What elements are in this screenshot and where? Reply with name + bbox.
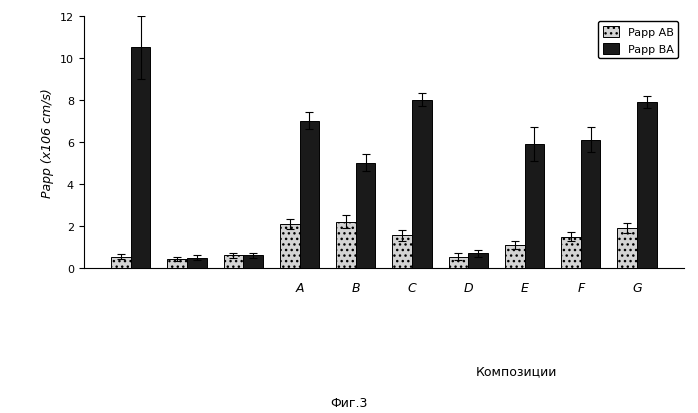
Text: Фиг.3: Фиг.3 [330, 396, 368, 409]
Bar [524, 145, 544, 268]
Bar [131, 48, 151, 268]
Bar [637, 102, 657, 268]
Bar [111, 257, 131, 268]
Bar [505, 245, 524, 268]
Bar [561, 237, 581, 268]
Bar [168, 259, 187, 268]
Bar [336, 222, 356, 268]
Text: Композиции: Композиции [475, 364, 556, 377]
Text: B: B [352, 281, 360, 294]
Text: C: C [408, 281, 417, 294]
Text: F: F [577, 281, 584, 294]
Bar [617, 228, 637, 268]
Bar [299, 121, 319, 268]
Bar [356, 164, 376, 268]
Legend: Papp AB, Papp BA: Papp AB, Papp BA [598, 22, 678, 59]
Text: D: D [463, 281, 473, 294]
Bar [468, 254, 488, 268]
Bar [581, 140, 600, 268]
Bar [412, 100, 432, 268]
Bar [223, 256, 244, 268]
Bar [187, 258, 207, 268]
Text: A: A [295, 281, 304, 294]
Text: G: G [632, 281, 642, 294]
Bar [244, 256, 263, 268]
Y-axis label: Papp (x106 cm/s): Papp (x106 cm/s) [41, 88, 54, 197]
Bar [392, 236, 412, 268]
Bar [449, 257, 468, 268]
Text: E: E [521, 281, 528, 294]
Bar [280, 224, 299, 268]
